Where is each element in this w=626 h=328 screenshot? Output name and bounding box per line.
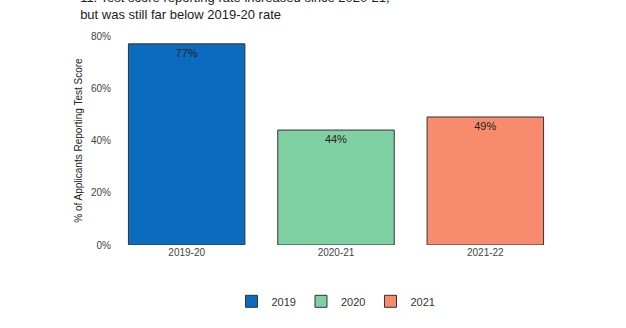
svg-text:40%: 40% [91, 135, 111, 146]
svg-text:2021-22: 2021-22 [467, 247, 504, 258]
svg-text:2019-20: 2019-20 [168, 247, 205, 258]
svg-text:2019: 2019 [272, 296, 296, 308]
svg-text:20%: 20% [91, 187, 111, 198]
svg-text:2021: 2021 [410, 296, 434, 308]
svg-text:44%: 44% [325, 133, 347, 145]
svg-text:0%: 0% [97, 240, 112, 251]
svg-text:60%: 60% [91, 83, 111, 94]
svg-text:80%: 80% [91, 31, 111, 42]
svg-text:% of Applicants Reporting Test: % of Applicants Reporting Test Score [73, 58, 84, 223]
svg-text:2020: 2020 [341, 296, 365, 308]
svg-text:2020-21: 2020-21 [318, 247, 355, 258]
svg-text:49%: 49% [474, 120, 496, 132]
svg-text:77%: 77% [176, 47, 198, 59]
svg-text:11. Test score reporting rate: 11. Test score reporting rate increased … [80, 0, 390, 22]
